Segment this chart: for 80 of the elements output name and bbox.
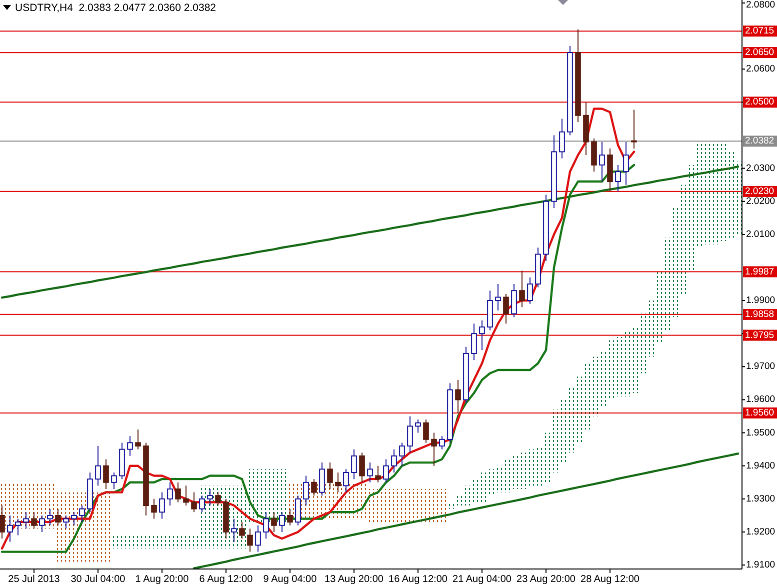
candlestick: [199, 495, 205, 513]
candlestick: [135, 428, 141, 450]
x-tick-label: 25 Jul 2013: [8, 574, 60, 585]
y-tick-label: 2.0100: [746, 228, 776, 240]
candlestick: [175, 482, 181, 503]
x-tick-label: 6 Aug 12:00: [199, 574, 254, 585]
y-tick-label: 1.9900: [746, 295, 776, 306]
candlestick: [215, 492, 221, 506]
candlestick: [559, 118, 565, 159]
candlestick: [623, 141, 629, 186]
candlestick: [127, 436, 133, 456]
candlestick: [519, 270, 525, 308]
candlestick: [479, 320, 485, 351]
candlestick: [183, 485, 189, 506]
x-tick-label: 16 Aug 12:00: [388, 574, 448, 585]
y-tick-label: 2.0600: [746, 64, 776, 75]
x-tick-label: 23 Aug 20:00: [516, 574, 576, 585]
y-tick-label: 1.9700: [746, 361, 776, 372]
ref-line-label: 2.0715: [745, 26, 774, 37]
ref-line-label: 1.9795: [745, 330, 774, 341]
candlestick: [239, 522, 245, 540]
y-tick-label: 1.9100: [746, 560, 776, 571]
ref-line-label: 2.0650: [745, 47, 774, 58]
y-tick-label: 2.0200: [746, 196, 776, 207]
y-tick-label: 2.0800: [746, 0, 776, 10]
y-tick-label: 1.9300: [746, 493, 776, 504]
candlestick: [351, 448, 357, 480]
candlestick: [399, 442, 405, 466]
y-tick-label: 1.9200: [746, 526, 776, 538]
candlestick: [71, 512, 77, 526]
candlestick: [591, 138, 597, 172]
candlestick: [151, 498, 157, 520]
candlestick: [391, 448, 397, 473]
candlestick: [111, 472, 117, 490]
y-tick-label: 1.9500: [746, 427, 776, 438]
candlestick: [95, 446, 101, 486]
candlestick: [103, 458, 109, 490]
candlestick: [455, 379, 461, 414]
x-tick-label: 30 Jul 04:00: [70, 574, 126, 585]
candlestick: [471, 323, 477, 361]
candlestick: [367, 462, 373, 483]
ref-line-label: 1.9560: [745, 407, 774, 418]
candlestick: [511, 284, 517, 318]
candlestick: [375, 465, 381, 483]
ref-line-label: 1.9858: [745, 308, 774, 320]
y-tick-label: 2.0300: [746, 162, 776, 174]
candlestick: [431, 432, 437, 466]
x-tick-label: 21 Aug 04:00: [452, 574, 512, 585]
candlestick: [207, 488, 213, 506]
candlestick: [503, 293, 509, 324]
ref-line-label: 2.0382: [745, 136, 774, 147]
candlestick: [599, 141, 605, 182]
candlestick: [423, 419, 429, 444]
y-tick-label: 1.9400: [746, 460, 776, 472]
candlestick: [79, 505, 85, 523]
candlestick: [615, 164, 621, 192]
ref-line-label: 2.0500: [745, 96, 774, 108]
line-series: [192, 452, 740, 569]
candlestick: [159, 492, 165, 520]
candlestick: [495, 284, 501, 311]
candlestick: [255, 524, 261, 552]
candlestick: [383, 458, 389, 483]
candlestick: [63, 514, 69, 530]
x-tick-label: 13 Aug 20:00: [324, 574, 384, 585]
ref-line-label: 2.0230: [745, 186, 774, 197]
chart-title: USDTRY,H4 2.0383 2.0477 2.0360 2.0382: [15, 2, 216, 14]
ref-line-label: 1.9987: [745, 266, 774, 278]
candlestick: [527, 276, 533, 304]
x-tick-label: 28 Aug 12:00: [580, 574, 640, 585]
x-tick-label: 1 Aug 20:00: [135, 574, 190, 585]
x-tick-label: 9 Aug 04:00: [263, 574, 318, 585]
candlestick: [631, 109, 637, 149]
candlestick: [439, 436, 445, 450]
candlestick: [247, 528, 253, 552]
candlestick: [407, 416, 413, 454]
candlestick: [415, 419, 421, 434]
candlestick: [55, 508, 61, 526]
y-tick-label: 1.9600: [746, 394, 776, 406]
candlestick: [191, 492, 197, 513]
candlestick: [167, 482, 173, 506]
